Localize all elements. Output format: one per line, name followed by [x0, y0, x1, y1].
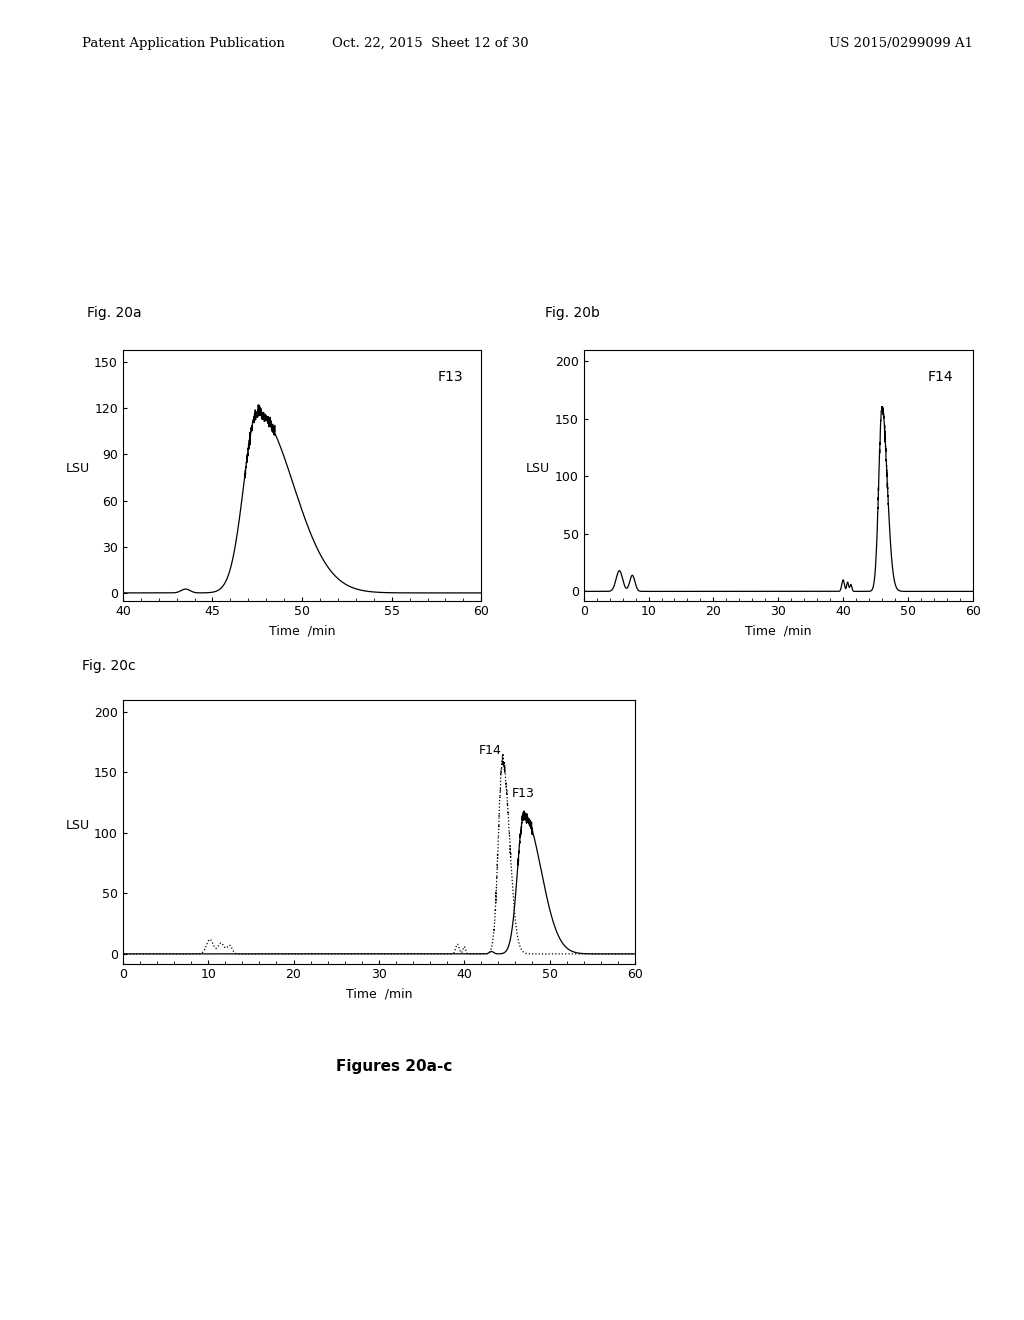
Y-axis label: LSU: LSU	[66, 462, 89, 475]
Text: F13: F13	[512, 787, 535, 800]
Text: Fig. 20b: Fig. 20b	[545, 306, 600, 319]
Text: Fig. 20c: Fig. 20c	[82, 659, 135, 673]
Text: Patent Application Publication: Patent Application Publication	[82, 37, 285, 50]
X-axis label: Time  /min: Time /min	[745, 624, 811, 638]
Y-axis label: LSU: LSU	[526, 462, 550, 475]
Y-axis label: LSU: LSU	[66, 818, 89, 832]
Text: US 2015/0299099 A1: US 2015/0299099 A1	[828, 37, 973, 50]
Text: Oct. 22, 2015  Sheet 12 of 30: Oct. 22, 2015 Sheet 12 of 30	[332, 37, 528, 50]
X-axis label: Time  /min: Time /min	[269, 624, 335, 638]
X-axis label: Time  /min: Time /min	[346, 987, 412, 1001]
Text: F13: F13	[437, 370, 463, 384]
Text: Fig. 20a: Fig. 20a	[87, 306, 141, 319]
Text: F14: F14	[928, 370, 953, 384]
Text: F14: F14	[478, 744, 502, 758]
Text: Figures 20a-c: Figures 20a-c	[336, 1059, 453, 1073]
